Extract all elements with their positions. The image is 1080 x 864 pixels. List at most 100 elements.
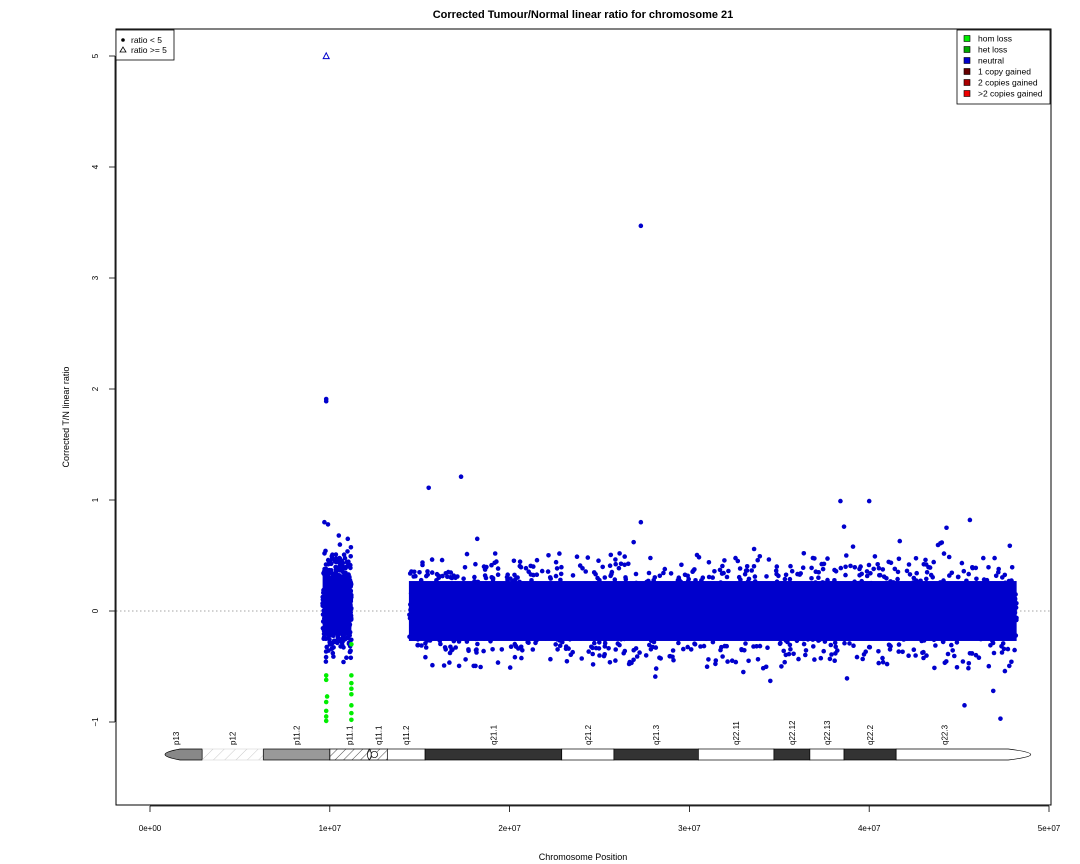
data-point [445,587,451,593]
data-point [616,625,622,631]
data-point [751,564,757,569]
data-point [618,561,624,567]
data-point [994,611,999,617]
data-point [854,605,859,611]
data-point [910,587,915,593]
data-point [717,618,723,623]
data-point [847,641,852,646]
data-point [497,609,503,614]
data-point [424,587,430,593]
data-point [843,564,848,570]
data-point [744,564,750,569]
data-point [622,636,627,642]
data-point [902,627,907,632]
data-point [987,601,992,606]
data-point [889,598,894,603]
data-point [521,617,527,623]
data-point [607,563,613,568]
data-point [743,610,748,615]
data-point [490,621,495,626]
data-point [438,641,443,647]
data-point [349,686,354,691]
data-point [893,611,898,617]
data-point [641,605,647,611]
data-point [335,640,340,646]
data-point [985,622,991,628]
ideogram-band-label: q22.3 [941,724,950,745]
data-point [857,566,862,572]
data-point [552,594,558,599]
data-point [473,561,478,567]
data-point [953,616,958,622]
data-point [773,591,778,597]
data-point [733,616,738,621]
data-point [865,592,870,598]
data-point [666,619,671,625]
data-point [623,575,628,580]
data-point [740,602,745,607]
data-point [558,606,563,612]
data-point [876,625,882,631]
data-point [710,575,715,580]
data-point [512,572,517,578]
data-point [500,596,506,601]
data-point [700,575,706,580]
data-point [606,646,611,651]
data-point [837,589,843,595]
data-point [420,562,425,568]
data-point [323,579,329,585]
ideogram-band-label: q22.11 [732,721,741,745]
data-point [511,578,516,584]
data-point [822,624,827,629]
data-point [567,637,573,642]
data-point [810,598,816,603]
data-point [751,546,757,552]
data-point [697,605,702,611]
data-point [966,661,972,666]
data-point [906,625,911,631]
ratio-ge5-symbol [119,46,127,53]
data-point [557,610,563,615]
data-point [744,596,749,602]
data-point [715,591,721,596]
data-point [746,658,751,664]
data-point [1001,646,1007,652]
data-point [764,585,770,591]
data-point [622,648,628,654]
data-point [733,594,738,600]
data-point [333,552,339,557]
data-point [349,703,354,708]
data-point [935,591,941,597]
data-point [738,577,743,583]
data-point [592,640,597,646]
data-point [706,657,711,662]
data-point [745,579,751,584]
data-point [662,566,668,572]
data-point [724,634,729,639]
data-point [711,625,716,631]
data-point [475,579,481,585]
data-point [529,578,534,583]
data-point [764,574,769,579]
data-point [472,574,477,580]
y-tick-label: −1 [91,717,100,727]
data-point [485,624,491,629]
data-point [726,607,731,613]
data-point [774,564,780,569]
data-point [559,622,565,628]
data-point [559,564,564,570]
data-point [347,616,352,621]
data-point [673,589,678,594]
data-point [703,618,709,624]
data-point-triangle [322,51,331,60]
data-point [800,636,806,642]
data-point [569,610,574,616]
data-point [653,666,659,671]
data-point [340,632,345,637]
data-point [779,664,784,669]
data-point [833,621,839,626]
data-point [805,637,811,642]
data-point [891,634,896,640]
data-point [341,659,346,665]
data-point [464,639,470,644]
